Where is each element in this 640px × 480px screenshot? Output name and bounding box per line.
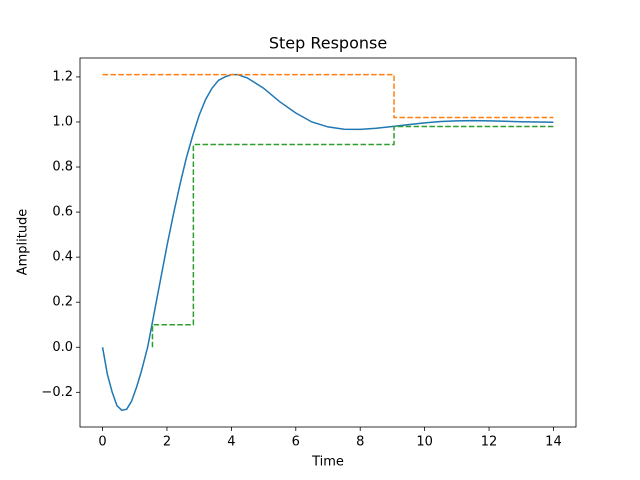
y-tick-label: 0.6 [52,205,73,220]
x-tick-label: 0 [98,435,106,450]
series-line [151,125,554,348]
x-tick-label: 10 [416,435,433,450]
y-tick-label: 1.0 [52,114,73,129]
x-tick-label: 2 [163,435,171,450]
series-line [101,73,554,412]
x-tick-label: 14 [545,435,562,450]
x-tick-label: 4 [227,435,235,450]
y-tick-label: 0.4 [52,250,73,265]
x-tick-label: 6 [292,435,300,450]
x-tick-label: 8 [356,435,364,450]
x-axis-label: Time [311,455,344,470]
y-tick-label: 0.2 [52,295,73,310]
y-tick-label: 1.2 [52,69,73,84]
chart-title: Step Response [269,34,387,53]
y-axis-label: Amplitude [16,209,31,276]
y-tick-label: 0.0 [52,340,73,355]
series-line [102,73,554,119]
y-tick-label: 0.8 [52,160,73,175]
y-tick-label: −0.2 [41,385,73,400]
x-tick-label: 12 [481,435,498,450]
plot-frame [79,57,577,428]
